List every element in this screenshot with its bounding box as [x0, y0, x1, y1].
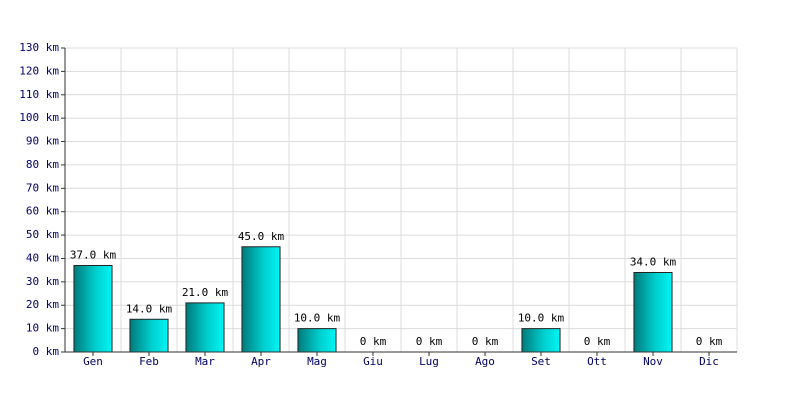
value-label: 10.0 km: [518, 312, 565, 325]
value-label: 0 km: [472, 335, 499, 348]
x-tick-label: Ott: [587, 355, 607, 368]
x-tick-label: Mar: [195, 355, 215, 368]
bar: [129, 318, 169, 353]
value-label: 45.0 km: [238, 230, 285, 243]
value-label: 14.0 km: [126, 302, 173, 315]
bar: [185, 302, 225, 353]
x-tick-label: Feb: [139, 355, 159, 368]
bar: [297, 328, 337, 353]
y-tick-label: 130 km: [19, 41, 59, 54]
bar: [73, 264, 113, 353]
y-tick-label: 40 km: [26, 251, 59, 264]
value-label: 0 km: [584, 335, 611, 348]
bar: [241, 246, 281, 353]
y-tick-label: 90 km: [26, 135, 59, 148]
x-tick-label: Apr: [251, 355, 271, 368]
y-tick-label: 100 km: [19, 111, 59, 124]
bar: [633, 271, 673, 353]
y-tick-label: 60 km: [26, 205, 59, 218]
x-tick-label: Set: [531, 355, 551, 368]
x-tick-label: Ago: [475, 355, 495, 368]
value-label: 21.0 km: [182, 286, 229, 299]
y-tick-label: 80 km: [26, 158, 59, 171]
x-tick-label: Giu: [363, 355, 383, 368]
x-tick-label: Gen: [83, 355, 103, 368]
y-tick-label: 10 km: [26, 322, 59, 335]
x-tick-label: Dic: [699, 355, 719, 368]
y-tick-label: 110 km: [19, 88, 59, 101]
value-label: 34.0 km: [630, 255, 677, 268]
y-tick-label: 120 km: [19, 64, 59, 77]
y-tick-label: 20 km: [26, 298, 59, 311]
y-tick-label: 30 km: [26, 275, 59, 288]
x-tick-label: Mag: [307, 355, 327, 368]
y-tick-label: 0 km: [33, 345, 60, 358]
bar: [521, 328, 561, 353]
value-label: 0 km: [696, 335, 723, 348]
y-tick-label: 70 km: [26, 181, 59, 194]
y-tick-label: 50 km: [26, 228, 59, 241]
value-label: 10.0 km: [294, 312, 341, 325]
value-label: 37.0 km: [70, 248, 117, 261]
x-tick-label: Lug: [419, 355, 439, 368]
value-label: 0 km: [360, 335, 387, 348]
x-tick-label: Nov: [643, 355, 663, 368]
value-label: 0 km: [416, 335, 443, 348]
